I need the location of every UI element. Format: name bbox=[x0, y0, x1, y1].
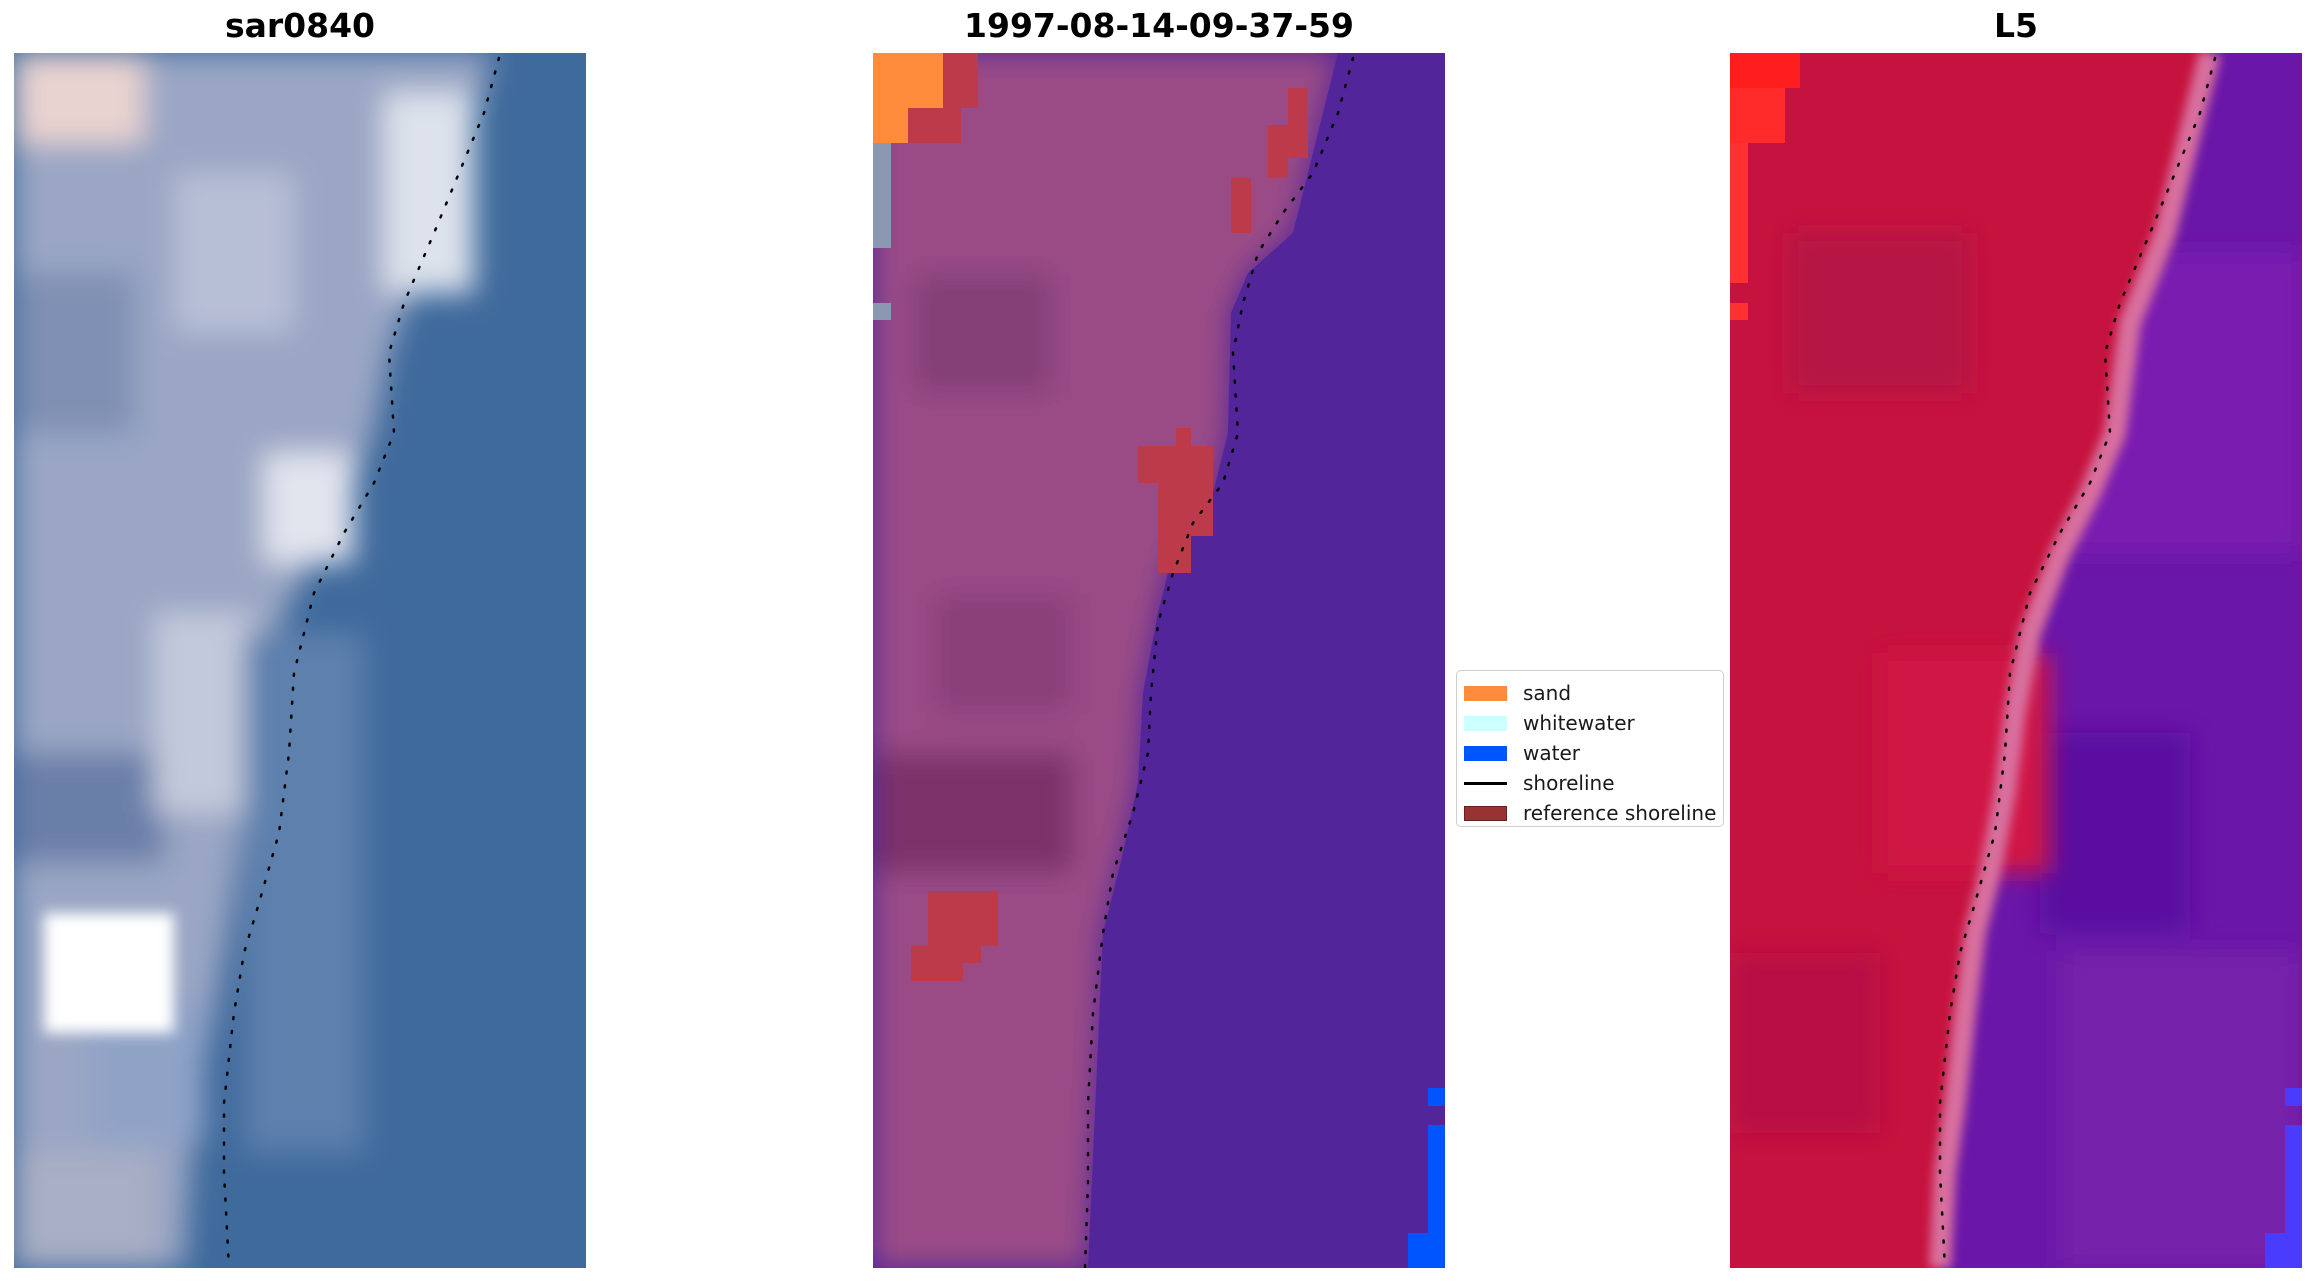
shoreline-line-swatch bbox=[1464, 781, 1507, 785]
panel-title-classified: 1997-08-14-09-37-59 bbox=[964, 6, 1354, 45]
whitewater-swatch bbox=[1464, 715, 1507, 731]
reference-shoreline-block bbox=[1231, 178, 1251, 233]
panel-title-rgb: sar0840 bbox=[224, 6, 376, 45]
reference-shoreline-block bbox=[908, 53, 978, 143]
l5-image bbox=[1730, 53, 2302, 1268]
legend-label: shoreline bbox=[1523, 771, 1615, 795]
legend-label: reference shoreline bbox=[1523, 801, 1717, 825]
legend-item-whitewater: whitewater bbox=[1457, 708, 1723, 738]
water-pixels bbox=[1428, 1088, 1445, 1106]
reference-shoreline-block bbox=[1138, 428, 1213, 573]
legend: sand whitewater water shoreline referenc… bbox=[1456, 670, 1724, 827]
sand-swatch bbox=[1464, 685, 1507, 701]
rgb-image bbox=[14, 53, 586, 1268]
legend-label: whitewater bbox=[1523, 711, 1635, 735]
legend-item-shoreline: shoreline bbox=[1457, 768, 1723, 798]
legend-item-water: water bbox=[1457, 738, 1723, 768]
legend-label: water bbox=[1523, 741, 1580, 765]
legend-label: sand bbox=[1523, 681, 1572, 705]
legend-item-reference-shoreline: reference shoreline bbox=[1457, 798, 1723, 828]
reference-shoreline-swatch bbox=[1464, 805, 1507, 821]
reference-shoreline-block bbox=[911, 891, 998, 981]
rgb-image-panel bbox=[14, 53, 586, 1268]
classified-image-panel bbox=[873, 53, 1445, 1268]
classified-image bbox=[873, 53, 1445, 1268]
reference-shoreline-block bbox=[1268, 88, 1308, 178]
panel-title-l5: L5 bbox=[1994, 6, 2038, 45]
water-swatch bbox=[1464, 745, 1507, 761]
l5-image-panel bbox=[1730, 53, 2302, 1268]
legend-item-sand: sand bbox=[1457, 678, 1723, 708]
water-pixels bbox=[1408, 1125, 1445, 1268]
